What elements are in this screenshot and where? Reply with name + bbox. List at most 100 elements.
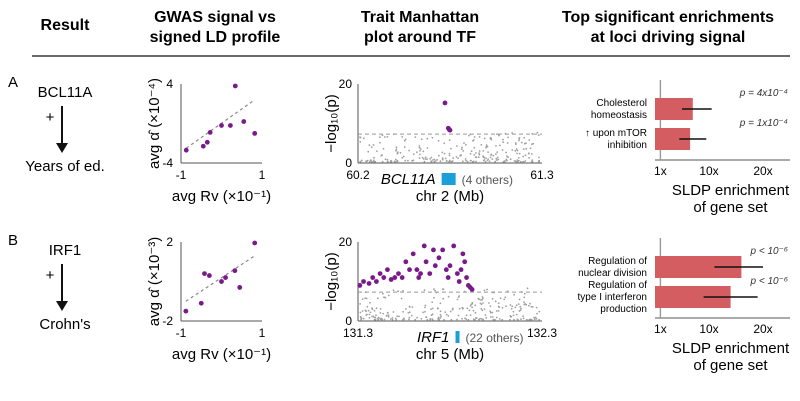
enrich-x-label-line1: SLDP enrichment [672,182,790,199]
gene-others: (4 others) [462,173,513,187]
manhattan-bg-snp [405,308,407,310]
scatter-point [204,139,210,145]
manhattan-bg-snp [487,151,489,154]
manhattan-bg-snp [523,296,526,299]
manhattan-bg-snp [465,318,468,320]
manhattan-bg-snp [463,142,465,145]
manhattan-bg-snp [396,160,399,163]
manhattan-bg-snp [442,297,445,300]
scatter-point [200,143,206,149]
manhattan-bg-snp [408,149,410,152]
manhattan-bg-snp [412,159,415,162]
manhattan-bg-snp [524,303,526,305]
manhattan-bg-snp [469,304,472,307]
manhattan-bg-snp [366,305,369,308]
manhattan-bg-snp [534,316,537,319]
manhattan-bg-snp [384,296,387,299]
manhattan-bg-snp [420,138,423,141]
manhattan-sig-point [403,259,409,265]
manhattan-y-tick: 0 [345,314,352,328]
manhattan-bg-snp [485,145,488,148]
manhattan-x-label: chr 5 (Mb) [416,346,484,363]
manhattan-bg-snp [496,156,499,159]
manhattan-bg-snp [518,139,520,142]
manhattan-bg-snp [483,289,486,292]
manhattan-bg-snp [478,152,480,155]
manhattan-bg-snp [518,137,521,139]
manhattan-bg-snp [426,318,429,321]
manhattan-bg-snp [414,318,417,321]
manhattan-bg-snp [391,317,394,319]
manhattan-bg-snp [368,144,371,147]
manhattan-bg-snp [383,318,386,321]
manhattan-bg-snp [497,310,500,312]
manhattan-bg-snp [529,302,531,305]
manhattan-bg-snp [470,303,473,306]
manhattan-bg-snp [513,293,515,296]
manhattan-sig-point [374,279,379,284]
manhattan-bg-snp [362,137,365,140]
scatter-x-tick: 1 [259,326,266,340]
manhattan-bg-snp [466,160,469,163]
manhattan-bg-snp [436,158,438,161]
manhattan-bg-snp [501,149,504,151]
manhattan-sig-point [421,243,427,249]
manhattan-bg-snp [490,137,492,139]
manhattan-bg-snp [522,315,524,318]
manhattan-bg-snp [432,159,434,161]
manhattan-bg-snp [447,315,450,317]
manhattan-bg-snp [439,302,442,305]
manhattan-bg-snp [359,303,361,305]
manhattan-bg-snp [536,131,539,134]
manhattan-x-tick: 132.3 [527,326,557,340]
manhattan-bg-snp [514,142,517,144]
manhattan-bg-snp [359,136,362,139]
manhattan-bg-snp [439,160,442,163]
manhattan-bg-snp [523,136,526,139]
enrich-bar-label: nuclear division [578,268,647,279]
manhattan-bg-snp [458,307,461,310]
manhattan-bg-snp [494,318,496,321]
manhattan-bg-snp [373,316,376,319]
manhattan-bg-snp [491,316,494,318]
manhattan-bg-snp [523,292,526,295]
plus-sign: + [46,267,55,284]
manhattan-bg-snp [479,302,482,305]
manhattan-bg-snp [373,156,375,159]
scatter-x-tick: 1 [259,168,266,182]
manhattan-bg-snp [485,316,488,319]
manhattan-bg-snp [485,157,487,160]
manhattan-bg-snp [381,134,384,137]
manhattan-bg-snp [498,306,501,308]
manhattan-sig-point [370,275,376,280]
manhattan-bg-snp [366,159,369,162]
manhattan-sig-point [416,275,422,280]
manhattan-bg-snp [412,153,415,156]
manhattan-bg-snp [401,156,404,159]
manhattan-bg-snp [516,149,519,152]
manhattan-bg-snp [431,301,434,303]
manhattan-bg-snp [502,141,505,144]
manhattan-bg-snp [474,304,477,307]
manhattan-bg-snp [404,138,407,141]
manhattan-bg-snp [531,132,534,135]
manhattan-bg-snp [459,155,461,157]
manhattan-bg-snp [439,317,442,319]
scatter-y-label: avg α̂ (×10⁻⁴) [146,78,163,169]
manhattan-bg-snp [376,317,379,320]
enrich-pvalue: p < 10⁻⁶ [749,276,788,287]
manhattan-bg-snp [489,311,492,314]
scatter-y-tick: 2 [166,235,173,249]
manhattan-bg-snp [457,314,460,317]
manhattan-bg-snp [477,156,480,159]
manhattan-bg-snp [370,146,373,149]
manhattan-bg-snp [519,305,522,308]
manhattan-bg-snp [450,318,453,321]
manhattan-bg-snp [480,308,483,310]
manhattan-bg-snp [509,304,512,306]
manhattan-bg-snp [371,308,374,311]
manhattan-bg-snp [381,160,384,163]
enrich-pvalue: p = 4x10⁻⁴ [739,88,788,99]
gene-name: IRF1 [417,329,450,346]
